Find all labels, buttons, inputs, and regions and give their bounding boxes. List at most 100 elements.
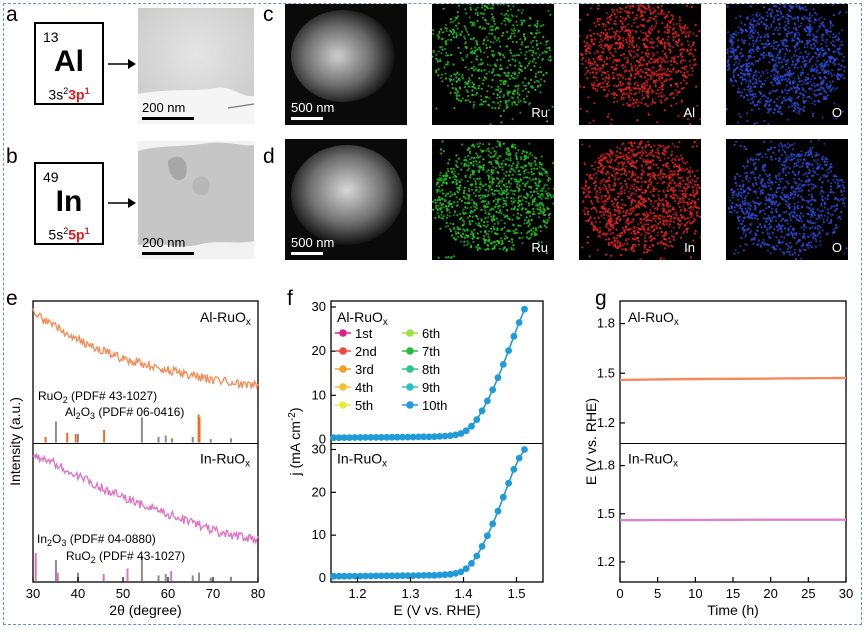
atomic-number: 13 bbox=[43, 29, 59, 45]
lsv-marker bbox=[484, 397, 491, 405]
x-tick-label: 25 bbox=[801, 586, 815, 601]
x-tick-label: 5 bbox=[654, 586, 661, 601]
lsv-marker bbox=[521, 446, 528, 453]
legend-label: 9th bbox=[422, 380, 440, 395]
lsv-marker bbox=[372, 572, 380, 580]
lsv-marker bbox=[515, 454, 523, 462]
map-element-label: O bbox=[831, 240, 842, 255]
lsv-marker bbox=[473, 552, 481, 560]
panel-label-f: f bbox=[287, 287, 293, 310]
lsv-marker bbox=[499, 361, 507, 368]
lsv-marker bbox=[356, 572, 364, 580]
legend-label: 1st bbox=[355, 326, 373, 341]
lsv-marker bbox=[436, 571, 444, 579]
element-symbol: In bbox=[55, 185, 83, 218]
lsv-marker bbox=[505, 347, 512, 354]
panel-label-b: b bbox=[6, 145, 18, 168]
y-axis-label: Intensity (a.u.) bbox=[7, 397, 23, 486]
haadf-image-d: 500 nm bbox=[285, 139, 407, 260]
y-tick-label: 1.8 bbox=[597, 458, 615, 473]
plot-frame bbox=[32, 300, 259, 583]
lsv-marker bbox=[420, 572, 428, 579]
panel-label-c: c bbox=[263, 3, 274, 26]
arrow-icon bbox=[108, 59, 136, 69]
x-tick-label: 30 bbox=[839, 586, 853, 601]
tem-image-in: 200 nm bbox=[138, 141, 254, 259]
figure-frame bbox=[3, 3, 862, 625]
lsv-marker bbox=[346, 434, 353, 441]
lsv-marker bbox=[346, 572, 353, 580]
x-tick-label: 1.5 bbox=[507, 586, 525, 601]
eds-map-o-c: O bbox=[726, 4, 848, 125]
lsv-marker bbox=[462, 565, 470, 572]
y-tick-label: 1.5 bbox=[597, 506, 615, 521]
y-tick-label: 10 bbox=[312, 527, 326, 542]
lsv-marker bbox=[388, 433, 396, 441]
element-symbol: Al bbox=[54, 45, 84, 78]
lsv-marker bbox=[446, 432, 454, 440]
lsv-marker bbox=[399, 433, 406, 441]
stability-curve bbox=[619, 376, 847, 382]
x-tick-label: 1.2 bbox=[348, 586, 366, 601]
series-label-in-ruox: In-RuOx bbox=[337, 451, 387, 470]
y-tick-label: 0 bbox=[319, 570, 326, 585]
lsv-marker bbox=[404, 572, 412, 580]
xrd-curve-in-ruox bbox=[32, 453, 259, 545]
arrow-icon bbox=[108, 198, 136, 208]
x-axis-label: E (V vs. RHE) bbox=[393, 602, 480, 618]
lsv-marker bbox=[415, 572, 422, 579]
x-tick-label: 40 bbox=[71, 586, 85, 601]
lsv-marker bbox=[335, 434, 343, 442]
lsv-marker bbox=[468, 560, 475, 567]
legend-label: 8th bbox=[422, 362, 440, 377]
eds-map-al-c: Al bbox=[579, 4, 701, 125]
eds-map-ru-d: Ru bbox=[432, 139, 554, 260]
lsv-marker bbox=[452, 570, 459, 577]
map-element-label: Ru bbox=[531, 240, 548, 255]
legend-label: 10th bbox=[422, 398, 447, 413]
haadf-image-c: 500 nm bbox=[285, 4, 407, 125]
legend-marker bbox=[406, 401, 414, 409]
scale-bar bbox=[291, 117, 323, 120]
legend-label: 5th bbox=[355, 398, 373, 413]
lsv-marker bbox=[510, 332, 518, 340]
series-label-in-ruox: In-RuOx bbox=[628, 451, 678, 470]
y-axis-label: E (V vs. RHE) bbox=[583, 398, 599, 485]
y-tick-label: 30 bbox=[312, 442, 326, 457]
x-axis-label: 2θ (degree) bbox=[109, 602, 181, 618]
panel-label-e: e bbox=[6, 287, 18, 310]
lsv-chart: 01020300102030Al-RuOxIn-RuOx1st2nd3rd4th… bbox=[287, 299, 544, 618]
x-tick-label: 60 bbox=[161, 586, 175, 601]
lsv-marker bbox=[393, 433, 401, 441]
ref-label-ruo2: RuO2 (PDF# 43-1027) bbox=[38, 389, 157, 405]
stability-curve bbox=[619, 518, 846, 522]
lsv-marker bbox=[399, 572, 406, 580]
y-tick-label: 1.5 bbox=[597, 365, 615, 380]
x-tick-label: 50 bbox=[116, 586, 130, 601]
lsv-marker bbox=[494, 507, 502, 515]
eds-map-in-d: In bbox=[579, 139, 701, 260]
y-tick-label: 30 bbox=[312, 299, 326, 314]
lsv-marker bbox=[489, 386, 497, 394]
y-tick-label: 1.8 bbox=[597, 316, 615, 331]
y-tick-label: 1.2 bbox=[597, 415, 615, 430]
lsv-marker bbox=[340, 572, 348, 580]
y-tick-label: 1.2 bbox=[597, 554, 615, 569]
lsv-marker bbox=[378, 433, 385, 441]
legend-marker bbox=[406, 329, 414, 337]
legend-marker bbox=[339, 347, 347, 355]
scale-bar bbox=[142, 117, 194, 120]
lsv-marker bbox=[441, 571, 449, 579]
electron-config: 5s25p1 bbox=[48, 226, 90, 243]
x-tick-label: 30 bbox=[26, 586, 40, 601]
lsv-marker bbox=[362, 434, 369, 441]
legend-marker bbox=[339, 365, 347, 373]
x-tick-label: 20 bbox=[763, 586, 777, 601]
scale-label: 200 nm bbox=[142, 100, 186, 115]
lsv-marker bbox=[356, 434, 364, 441]
x-tick-label: 70 bbox=[206, 586, 220, 601]
legend-marker bbox=[406, 365, 414, 373]
lsv-marker bbox=[425, 571, 433, 579]
ref-label-ruo2: RuO2 (PDF# 43-1027) bbox=[66, 549, 185, 565]
